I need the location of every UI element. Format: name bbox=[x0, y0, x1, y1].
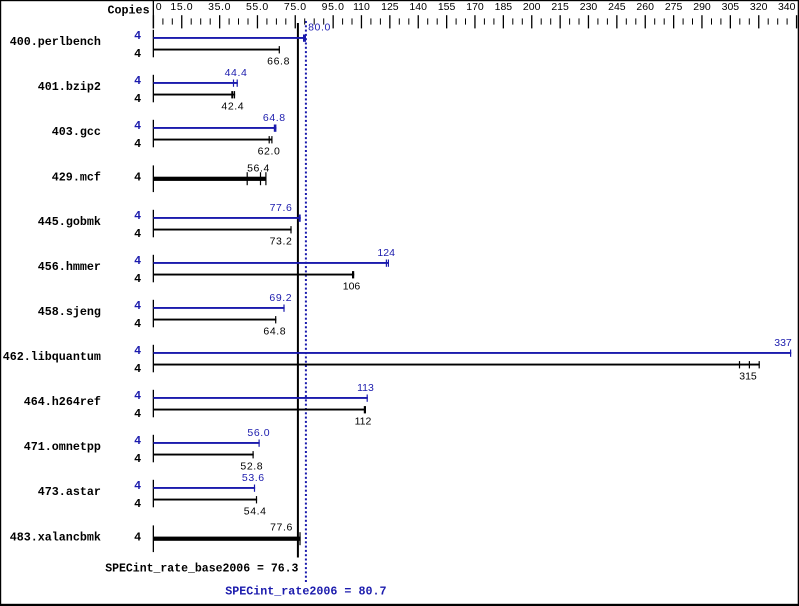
svg-text:483.xalancbmk: 483.xalancbmk bbox=[10, 531, 101, 545]
svg-text:4: 4 bbox=[134, 362, 141, 376]
svg-text:110: 110 bbox=[353, 1, 370, 13]
svg-text:15.0: 15.0 bbox=[170, 1, 193, 13]
svg-text:290: 290 bbox=[693, 1, 711, 13]
svg-text:125: 125 bbox=[381, 1, 399, 13]
svg-text:75.0: 75.0 bbox=[284, 1, 307, 13]
svg-text:315: 315 bbox=[739, 371, 757, 383]
svg-text:44.4: 44.4 bbox=[225, 67, 248, 79]
svg-text:4: 4 bbox=[134, 272, 141, 286]
svg-text:4: 4 bbox=[134, 497, 141, 511]
svg-text:473.astar: 473.astar bbox=[38, 485, 101, 499]
svg-text:320: 320 bbox=[750, 1, 768, 13]
svg-text:140: 140 bbox=[409, 1, 427, 13]
svg-text:185: 185 bbox=[495, 1, 513, 13]
svg-text:170: 170 bbox=[466, 1, 484, 13]
svg-text:73.2: 73.2 bbox=[270, 236, 293, 248]
svg-text:80.0: 80.0 bbox=[308, 22, 331, 34]
svg-text:230: 230 bbox=[580, 1, 598, 13]
svg-text:66.8: 66.8 bbox=[267, 56, 290, 68]
svg-text:4: 4 bbox=[134, 92, 141, 106]
svg-text:4: 4 bbox=[134, 452, 141, 466]
svg-text:4: 4 bbox=[134, 299, 141, 313]
svg-text:245: 245 bbox=[608, 1, 626, 13]
svg-text:4: 4 bbox=[134, 137, 141, 151]
svg-text:54.4: 54.4 bbox=[244, 506, 267, 518]
svg-text:456.hmmer: 456.hmmer bbox=[38, 260, 101, 274]
svg-text:124: 124 bbox=[377, 247, 395, 259]
svg-text:SPECint_rate_base2006 = 76.3: SPECint_rate_base2006 = 76.3 bbox=[105, 563, 298, 576]
svg-text:4: 4 bbox=[134, 389, 141, 403]
svg-text:4: 4 bbox=[134, 479, 141, 493]
svg-text:Copies: Copies bbox=[108, 3, 150, 17]
svg-text:77.6: 77.6 bbox=[270, 522, 293, 534]
svg-text:95.0: 95.0 bbox=[322, 1, 345, 13]
svg-text:458.sjeng: 458.sjeng bbox=[38, 305, 101, 319]
svg-text:4: 4 bbox=[134, 434, 141, 448]
svg-text:56.4: 56.4 bbox=[247, 163, 270, 175]
svg-text:400.perlbench: 400.perlbench bbox=[10, 35, 101, 49]
svg-text:403.gcc: 403.gcc bbox=[52, 125, 101, 139]
svg-text:77.6: 77.6 bbox=[270, 202, 293, 214]
svg-text:4: 4 bbox=[134, 344, 141, 358]
svg-text:4: 4 bbox=[134, 227, 141, 241]
svg-text:215: 215 bbox=[551, 1, 569, 13]
svg-text:445.gobmk: 445.gobmk bbox=[38, 215, 101, 229]
svg-text:106: 106 bbox=[343, 281, 361, 293]
svg-text:471.omnetpp: 471.omnetpp bbox=[24, 440, 101, 454]
svg-text:4: 4 bbox=[134, 209, 141, 223]
svg-text:401.bzip2: 401.bzip2 bbox=[38, 80, 101, 94]
svg-text:4: 4 bbox=[134, 29, 141, 43]
svg-text:4: 4 bbox=[134, 317, 141, 331]
svg-text:64.8: 64.8 bbox=[263, 326, 286, 338]
svg-text:260: 260 bbox=[636, 1, 654, 13]
svg-text:4: 4 bbox=[134, 254, 141, 268]
svg-text:SPECint_rate2006 = 80.7: SPECint_rate2006 = 80.7 bbox=[225, 585, 386, 599]
svg-text:340: 340 bbox=[778, 1, 796, 13]
svg-text:0: 0 bbox=[156, 1, 162, 13]
svg-text:4: 4 bbox=[134, 171, 141, 185]
svg-text:42.4: 42.4 bbox=[221, 101, 244, 113]
svg-text:62.0: 62.0 bbox=[258, 146, 281, 158]
svg-text:112: 112 bbox=[355, 416, 372, 428]
svg-text:337: 337 bbox=[774, 337, 792, 349]
svg-text:4: 4 bbox=[134, 531, 141, 545]
svg-text:200: 200 bbox=[523, 1, 541, 13]
svg-text:155: 155 bbox=[438, 1, 456, 13]
svg-text:52.8: 52.8 bbox=[240, 461, 263, 473]
svg-text:429.mcf: 429.mcf bbox=[52, 171, 101, 185]
svg-text:69.2: 69.2 bbox=[269, 292, 292, 304]
svg-text:4: 4 bbox=[134, 119, 141, 133]
svg-text:53.6: 53.6 bbox=[242, 472, 265, 484]
svg-text:56.0: 56.0 bbox=[247, 427, 270, 439]
svg-text:464.h264ref: 464.h264ref bbox=[24, 395, 101, 409]
svg-text:113: 113 bbox=[357, 382, 374, 394]
svg-text:64.8: 64.8 bbox=[263, 112, 286, 124]
svg-text:35.0: 35.0 bbox=[208, 1, 231, 13]
svg-text:55.0: 55.0 bbox=[246, 1, 269, 13]
svg-text:4: 4 bbox=[134, 47, 141, 61]
svg-text:305: 305 bbox=[722, 1, 740, 13]
svg-text:4: 4 bbox=[134, 407, 141, 421]
svg-text:275: 275 bbox=[665, 1, 683, 13]
svg-text:462.libquantum: 462.libquantum bbox=[3, 350, 101, 364]
svg-text:4: 4 bbox=[134, 74, 141, 88]
